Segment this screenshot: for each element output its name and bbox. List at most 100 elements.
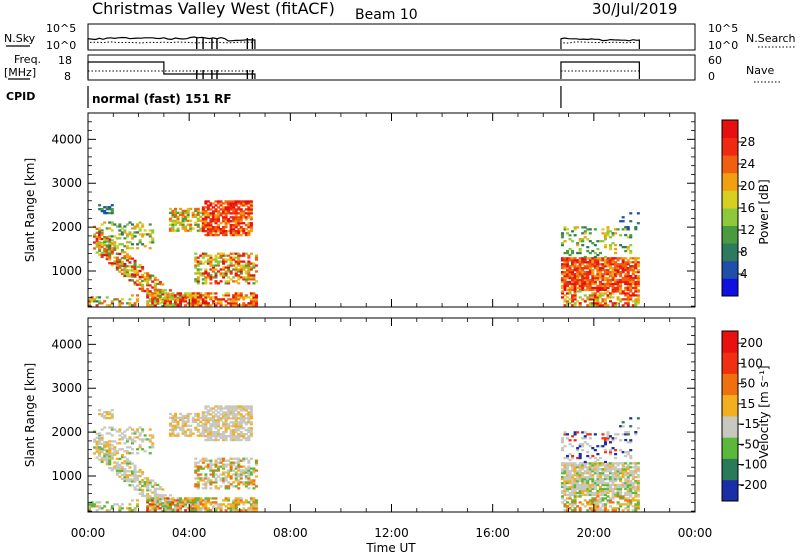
velocity-cell: [146, 479, 150, 482]
velocity-cell: [571, 445, 575, 448]
power-cell: [214, 276, 218, 279]
velocity-cell: [123, 460, 127, 463]
power-cell: [247, 264, 251, 267]
velocity-cell: [636, 493, 640, 497]
power-cell: [629, 261, 633, 264]
xtick-label: 12:00: [374, 526, 409, 540]
velocity-cell: [616, 491, 620, 495]
velocity-cell: [123, 477, 127, 481]
velocity-cell: [249, 434, 253, 438]
power-cell: [95, 304, 99, 307]
velocity-cell: [120, 436, 124, 439]
power-cell: [636, 296, 640, 299]
power-cell: [237, 231, 241, 235]
power-cell: [626, 226, 630, 229]
power-cell: [136, 273, 140, 276]
velocity-cell: [606, 491, 610, 495]
power-cell: [229, 220, 233, 223]
power-cell: [621, 259, 625, 262]
power-cell: [232, 233, 236, 237]
power-cell: [614, 280, 618, 284]
power-cell: [141, 287, 145, 291]
velocity-cell: [581, 485, 585, 489]
power-cell: [624, 269, 628, 272]
velocity-cell: [168, 428, 172, 431]
velocity-cell: [626, 450, 630, 454]
velocity-cell: [113, 503, 117, 506]
power-cell: [173, 211, 178, 215]
power-cell: [179, 292, 183, 295]
velocity-cell: [237, 421, 241, 424]
power-cell: [568, 286, 572, 290]
velocity-cell: [581, 491, 585, 495]
velocity-cell: [186, 412, 190, 416]
velocity-cell: [181, 424, 185, 427]
velocity-cell: [194, 418, 198, 422]
power-cell: [214, 218, 218, 221]
power-cell: [249, 208, 253, 211]
velocity-cell: [601, 479, 605, 483]
power-cell: [219, 202, 223, 205]
power-cell: [636, 288, 640, 292]
power-cell: [571, 251, 575, 255]
velocity-cell: [184, 501, 188, 504]
power-cell: [636, 298, 640, 301]
velocity-cell: [596, 509, 600, 512]
power-cell: [141, 275, 145, 279]
velocity-cell: [598, 509, 602, 512]
velocity-cell: [173, 434, 178, 437]
velocity-cell: [115, 450, 119, 453]
velocity-cell: [636, 483, 640, 487]
power-cell: [598, 296, 602, 299]
velocity-cell: [181, 418, 185, 422]
power-cell: [229, 226, 233, 229]
velocity-cell: [179, 507, 183, 510]
velocity-cell: [234, 423, 238, 426]
velocity-cell: [214, 423, 218, 426]
power-cell: [105, 239, 109, 242]
power-cell: [593, 298, 597, 301]
power-cell: [128, 279, 132, 282]
power-cell: [609, 272, 613, 276]
cpid-text: normal (fast) 151 RF: [92, 92, 232, 106]
velocity-cell: [204, 473, 208, 476]
power-cell: [209, 218, 213, 221]
power-cell: [113, 260, 117, 263]
velocity-cell: [571, 483, 575, 487]
velocity-cell: [239, 459, 243, 462]
power-cell: [118, 229, 122, 232]
power-cell: [583, 272, 587, 276]
power-cell: [158, 280, 162, 284]
power-cell: [211, 276, 215, 279]
velocity-cell: [227, 405, 231, 408]
velocity-cell: [614, 491, 618, 495]
power-cell: [578, 257, 582, 260]
power-cell: [201, 210, 205, 213]
power-cell: [216, 298, 221, 301]
power-cell: [136, 283, 140, 286]
velocity-cell: [118, 465, 122, 468]
power-cell: [581, 240, 585, 243]
velocity-cell: [626, 483, 630, 487]
velocity-cell: [252, 505, 256, 508]
velocity-cell: [204, 405, 208, 408]
velocity-cell: [118, 509, 122, 512]
velocity-cell: [583, 460, 587, 464]
velocity-cell: [239, 471, 243, 474]
power-cell: [249, 278, 253, 281]
velocity-cell: [204, 477, 208, 480]
velocity-cell: [614, 466, 618, 469]
velocity-cell: [232, 469, 236, 472]
power-ytick-label: 2000: [51, 220, 82, 234]
velocity-cell: [634, 485, 638, 489]
power-cell: [611, 284, 615, 288]
power-cell: [136, 279, 140, 282]
power-cell: [237, 256, 241, 259]
velocity-cell: [204, 465, 208, 468]
power-cell: [601, 232, 605, 235]
velocity-cell: [204, 423, 208, 426]
power-cell: [603, 288, 607, 292]
power-cell: [611, 296, 615, 299]
velocity-cell: [629, 501, 633, 504]
velocity-cell: [563, 491, 567, 495]
